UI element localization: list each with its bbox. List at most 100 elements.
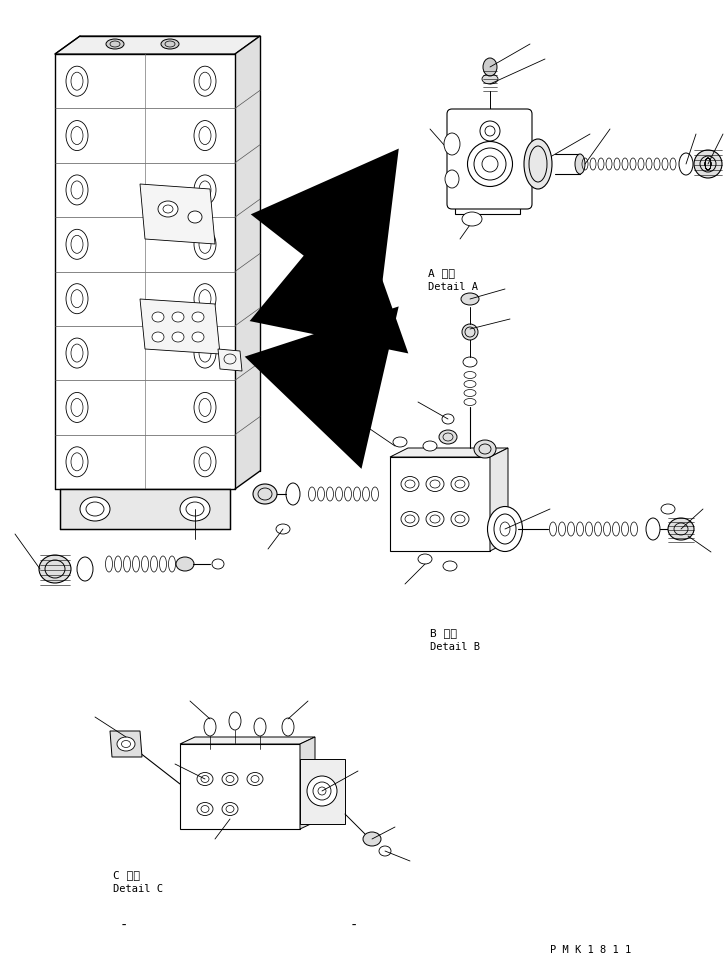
Ellipse shape (194, 284, 216, 314)
Ellipse shape (152, 333, 164, 343)
Ellipse shape (192, 312, 204, 323)
Ellipse shape (575, 155, 585, 175)
Ellipse shape (222, 802, 238, 816)
Ellipse shape (646, 519, 660, 540)
Ellipse shape (483, 59, 497, 77)
Polygon shape (60, 489, 230, 530)
Ellipse shape (158, 202, 178, 218)
Ellipse shape (180, 498, 210, 522)
Ellipse shape (463, 357, 477, 368)
Ellipse shape (668, 519, 694, 540)
Ellipse shape (197, 802, 213, 816)
Ellipse shape (524, 140, 552, 190)
Ellipse shape (197, 773, 213, 786)
Ellipse shape (418, 554, 432, 564)
Ellipse shape (194, 338, 216, 369)
Ellipse shape (461, 294, 479, 306)
Text: -: - (350, 918, 358, 932)
Ellipse shape (445, 171, 459, 188)
Text: B: B (311, 293, 325, 312)
Text: Detail B: Detail B (430, 641, 480, 652)
Ellipse shape (229, 712, 241, 730)
Polygon shape (180, 737, 315, 744)
Ellipse shape (80, 498, 110, 522)
Ellipse shape (254, 718, 266, 736)
Ellipse shape (451, 512, 469, 527)
Ellipse shape (480, 122, 500, 142)
Ellipse shape (276, 525, 290, 534)
Ellipse shape (194, 176, 216, 206)
Ellipse shape (204, 718, 216, 736)
Ellipse shape (117, 737, 135, 752)
Ellipse shape (423, 441, 437, 452)
Ellipse shape (426, 477, 444, 492)
Ellipse shape (66, 121, 88, 152)
Ellipse shape (488, 507, 523, 552)
Ellipse shape (426, 512, 444, 527)
Polygon shape (390, 449, 508, 457)
Ellipse shape (442, 414, 454, 425)
Polygon shape (55, 37, 260, 55)
Ellipse shape (66, 338, 88, 369)
Ellipse shape (462, 325, 478, 340)
Ellipse shape (444, 134, 460, 156)
Text: A 詳細: A 詳細 (428, 268, 455, 278)
Ellipse shape (77, 557, 93, 581)
Ellipse shape (679, 154, 693, 176)
Ellipse shape (66, 393, 88, 423)
Ellipse shape (194, 230, 216, 260)
Polygon shape (490, 449, 508, 552)
Ellipse shape (192, 333, 204, 343)
Ellipse shape (222, 773, 238, 786)
Ellipse shape (194, 67, 216, 97)
Polygon shape (180, 744, 300, 829)
Ellipse shape (443, 561, 457, 572)
Ellipse shape (379, 846, 391, 856)
Text: P M K 1 8 1 1: P M K 1 8 1 1 (550, 944, 631, 954)
Ellipse shape (482, 75, 498, 85)
Ellipse shape (282, 718, 294, 736)
Polygon shape (455, 130, 520, 214)
Polygon shape (235, 37, 260, 489)
Ellipse shape (66, 67, 88, 97)
Ellipse shape (39, 555, 71, 583)
Ellipse shape (467, 142, 513, 187)
Ellipse shape (66, 176, 88, 206)
Ellipse shape (661, 505, 675, 514)
Text: B 詳細: B 詳細 (430, 628, 457, 637)
Text: -: - (120, 918, 128, 932)
Ellipse shape (106, 40, 124, 50)
Ellipse shape (172, 333, 184, 343)
Ellipse shape (194, 448, 216, 478)
Ellipse shape (694, 151, 722, 179)
Ellipse shape (194, 121, 216, 152)
Polygon shape (110, 731, 142, 757)
Polygon shape (55, 55, 235, 489)
Ellipse shape (363, 832, 381, 846)
Ellipse shape (253, 484, 277, 505)
Polygon shape (140, 185, 215, 245)
FancyBboxPatch shape (447, 110, 532, 209)
Ellipse shape (462, 212, 482, 227)
Ellipse shape (152, 312, 164, 323)
Ellipse shape (401, 477, 419, 492)
Ellipse shape (161, 40, 179, 50)
Ellipse shape (176, 557, 194, 572)
Text: C 詳細: C 詳細 (113, 869, 140, 879)
Text: A: A (318, 208, 331, 228)
Ellipse shape (286, 483, 300, 505)
Polygon shape (390, 457, 490, 552)
Polygon shape (218, 350, 242, 372)
Ellipse shape (451, 477, 469, 492)
Ellipse shape (66, 230, 88, 260)
Ellipse shape (194, 393, 216, 423)
Text: C: C (305, 356, 318, 376)
Ellipse shape (66, 284, 88, 314)
Ellipse shape (307, 776, 337, 806)
Ellipse shape (247, 773, 263, 786)
Polygon shape (300, 737, 315, 829)
Text: Detail A: Detail A (428, 282, 478, 292)
Polygon shape (300, 759, 345, 825)
Ellipse shape (401, 512, 419, 527)
Polygon shape (140, 300, 220, 355)
